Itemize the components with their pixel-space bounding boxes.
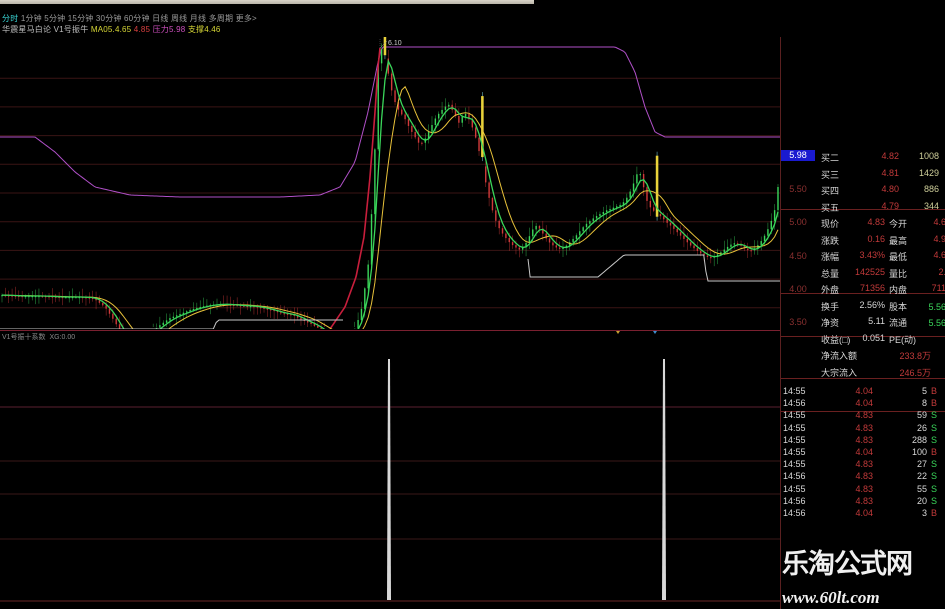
svg-text:6.10: 6.10 bbox=[388, 40, 402, 47]
